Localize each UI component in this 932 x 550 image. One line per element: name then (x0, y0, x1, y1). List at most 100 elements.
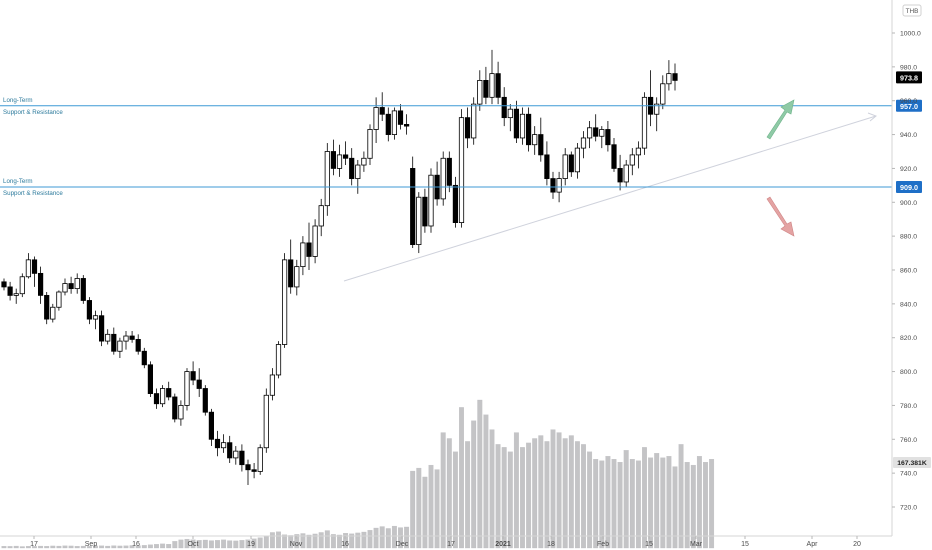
volume-bar (178, 539, 184, 549)
volume-bar (605, 456, 611, 549)
candle-body (355, 164, 361, 179)
line-price-badge (896, 99, 922, 112)
time-tick-label: 16 (132, 541, 140, 548)
time-tick-label: Feb (597, 541, 609, 548)
volume-bar (38, 545, 44, 549)
price-tick-label: 920.0 (900, 166, 917, 173)
price-tick-label: 960.0 (900, 98, 917, 105)
price-tick-label: 860.0 (900, 268, 917, 275)
candle-body (13, 293, 19, 296)
candle-body (263, 394, 269, 449)
candle-body (580, 137, 587, 149)
support-resistance-layer: Long-Term Support & Resistance 957.0 Long-T… (0, 97, 922, 197)
volume-bar (696, 456, 702, 549)
candle-body (153, 393, 160, 405)
volume-bar (703, 462, 708, 549)
volume-bar (32, 546, 37, 549)
candle-body (391, 110, 398, 135)
volume-bar (599, 460, 605, 549)
volume-bar (355, 532, 361, 549)
candle-body (269, 374, 276, 396)
candle-body (31, 259, 38, 274)
candle-body (629, 154, 635, 166)
volume-bar (550, 429, 556, 549)
volume-bar (416, 467, 422, 549)
volume-bar (391, 525, 397, 549)
time-tick-label: Oct (188, 541, 199, 548)
volume-bar (513, 432, 519, 549)
volume-bar (215, 540, 220, 549)
volume-bar (507, 451, 513, 549)
price-tick-label: 740.0 (900, 471, 917, 478)
down-arrow-icon (766, 196, 795, 237)
candle-body (233, 450, 239, 459)
volume-bar (544, 441, 550, 549)
volume-bar (245, 539, 251, 549)
price-tick-label: 1000.0 (900, 31, 921, 38)
candle-body (519, 113, 526, 139)
volume-bar (495, 444, 501, 549)
candle-body (617, 168, 623, 183)
candle-body (635, 147, 642, 156)
time-tick-label: 17 (447, 541, 455, 548)
currency-label: THB (906, 8, 919, 15)
time-axis[interactable]: 17 Sep 16 Oct 19 Nov 16 Dec 17 2021 18 Feb 15 Mar 15 Ap… (0, 535, 892, 548)
candle-body (464, 117, 471, 139)
candle-body (141, 350, 147, 366)
volume-bar (172, 541, 178, 549)
volume-bar (330, 534, 336, 549)
volume-bar (160, 543, 166, 549)
candle-body (257, 447, 263, 472)
volume-bar (428, 464, 434, 549)
volume-bar (202, 539, 208, 549)
volume-bar (56, 545, 62, 549)
volume-bar (68, 545, 74, 549)
candle-body (159, 388, 166, 405)
candle-body (202, 388, 208, 413)
candle-body (428, 174, 434, 227)
candle-body (147, 364, 153, 394)
candle-body (208, 411, 214, 440)
volume-bar (196, 540, 202, 549)
price-tick-label: 980.0 (900, 64, 917, 71)
volume-bar (385, 528, 391, 549)
volume-bar (294, 534, 300, 549)
price-axis[interactable]: 1000.0 980.0 960.0 940.0 920.0 900.0 880.0 860.… (891, 0, 931, 536)
volume-bar (501, 447, 507, 549)
candle-body (361, 157, 367, 166)
line-name-label: Long-Term (3, 178, 33, 185)
line-price-label: 957.0 (900, 102, 918, 111)
volume-bar (629, 459, 635, 549)
volume-bar (80, 545, 86, 549)
time-tick-label: Nov (290, 541, 303, 548)
candle-body (660, 83, 666, 105)
candle-body (654, 103, 660, 115)
candle-body (56, 291, 62, 308)
candle-body (251, 469, 257, 472)
volume-bar (361, 531, 367, 549)
candle-body (178, 405, 184, 420)
candle-body (550, 178, 556, 193)
volume-bar (410, 470, 416, 549)
arrow-layer (766, 99, 795, 237)
time-tick-label: 18 (547, 541, 555, 548)
time-tick-label: 2021 (495, 541, 511, 548)
time-tick-label: 15 (645, 541, 653, 548)
volume-bar (489, 429, 495, 549)
volume-bar (617, 462, 623, 549)
candle-body (672, 73, 678, 81)
candle-body (422, 196, 428, 227)
volume-bar (532, 438, 538, 549)
volume-bar (581, 444, 586, 549)
price-tick-label: 800.0 (900, 369, 917, 376)
volume-bar (190, 539, 196, 549)
volume-bar (440, 432, 446, 549)
volume-bar (111, 545, 117, 549)
candle-body (477, 80, 483, 105)
price-tick-label: 760.0 (900, 437, 917, 444)
volume-bar (251, 538, 257, 549)
volume-bar (257, 537, 263, 549)
candle-body (349, 157, 355, 179)
currency-badge[interactable] (902, 4, 922, 17)
